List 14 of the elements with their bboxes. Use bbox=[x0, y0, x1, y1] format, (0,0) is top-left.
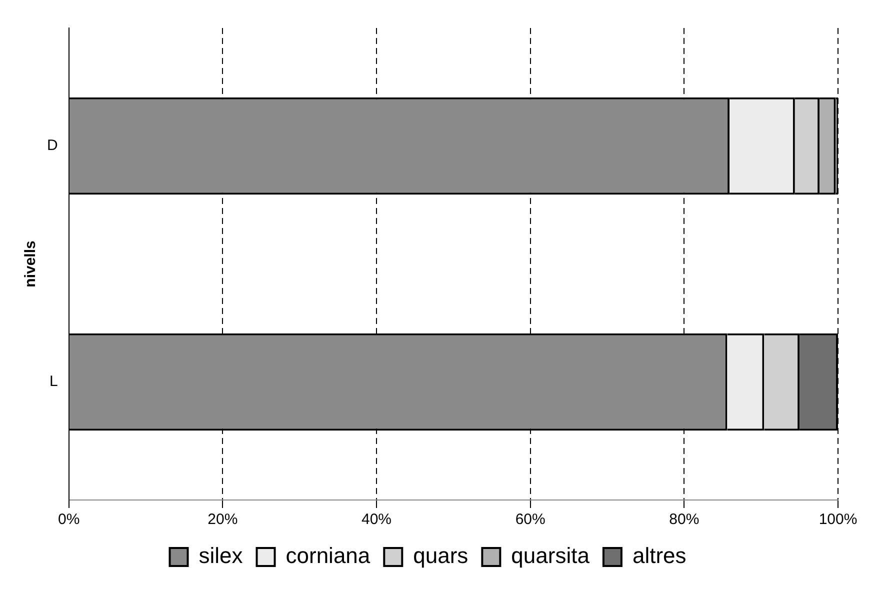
y-axis-title: nivells bbox=[22, 240, 40, 288]
x-tick-label: 0% bbox=[58, 511, 80, 528]
y-tick-label: D bbox=[46, 137, 58, 154]
x-tick-label: 20% bbox=[208, 511, 238, 528]
legend-label: quars bbox=[413, 543, 468, 568]
legend-label: quarsita bbox=[511, 543, 590, 568]
legend-label: corniana bbox=[286, 543, 371, 568]
x-tick-label: 60% bbox=[515, 511, 546, 528]
x-tick-label: 100% bbox=[818, 511, 858, 528]
y-tick-label: L bbox=[49, 373, 58, 390]
legend-label: altres bbox=[632, 543, 686, 568]
legend-label: silex bbox=[198, 543, 243, 568]
x-tick-label: 40% bbox=[361, 511, 392, 528]
x-tick-label: 80% bbox=[669, 511, 700, 528]
